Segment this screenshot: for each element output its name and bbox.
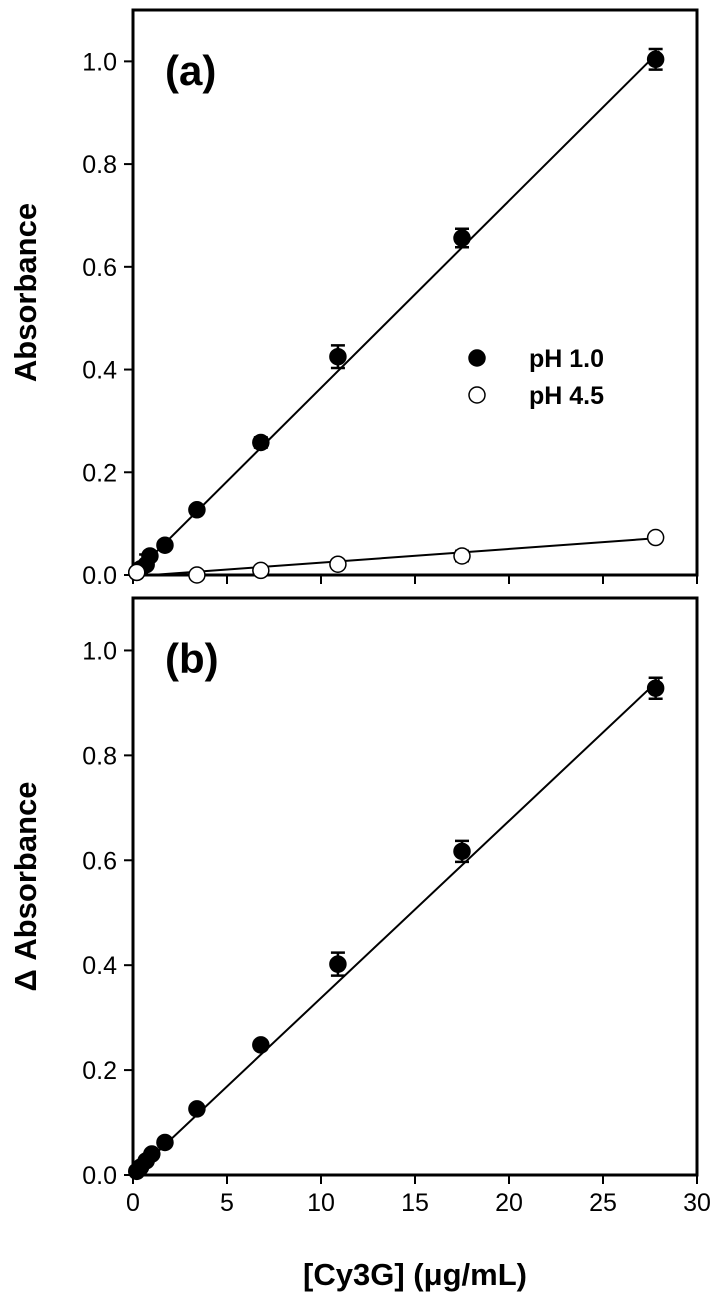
y-tick-label: 0.0	[82, 1162, 117, 1190]
marker	[453, 229, 471, 247]
marker	[141, 547, 159, 565]
marker	[128, 563, 146, 582]
marker	[453, 547, 471, 565]
y-tick-label: 0.4	[82, 952, 117, 980]
marker	[252, 1036, 270, 1054]
legend-marker	[468, 386, 486, 404]
marker	[329, 347, 347, 366]
marker	[188, 501, 206, 519]
marker	[646, 528, 665, 547]
plot-frame	[131, 596, 699, 1177]
marker	[143, 1145, 161, 1163]
x-tick-label: 20	[495, 1189, 523, 1217]
plot-frame	[131, 8, 699, 577]
marker	[453, 842, 471, 861]
marker	[252, 433, 270, 452]
y-tick-label: 0.6	[82, 847, 117, 875]
y-axis-label: Absorbance	[8, 203, 43, 382]
marker	[329, 955, 347, 973]
x-tick-label: 30	[683, 1189, 711, 1217]
y-tick-label: 0.8	[82, 742, 117, 770]
y-axis-label: Δ Absorbance	[8, 781, 43, 991]
marker	[252, 561, 270, 580]
panel-label: (a)	[165, 47, 216, 94]
x-tick-label: 0	[126, 1189, 140, 1217]
y-tick-label: 0.2	[82, 1057, 117, 1085]
marker	[646, 679, 665, 697]
legend-label: pH 1.0	[529, 345, 604, 373]
marker	[156, 1133, 174, 1152]
y-tick-label: 1.0	[82, 48, 117, 76]
legend-label: pH 4.5	[529, 382, 604, 410]
x-tick-label: 25	[589, 1189, 617, 1217]
x-tick-label: 15	[401, 1189, 429, 1217]
y-tick-label: 1.0	[82, 637, 117, 665]
marker	[188, 1100, 206, 1118]
fit-line	[133, 678, 661, 1175]
y-tick-label: 0.4	[82, 357, 117, 385]
x-tick-label: 5	[220, 1189, 234, 1217]
marker	[646, 50, 665, 69]
y-tick-label: 0.8	[82, 151, 117, 179]
marker	[329, 555, 347, 573]
panel-label: (b)	[165, 635, 219, 682]
fit-line	[133, 50, 661, 575]
y-tick-label: 0.2	[82, 459, 117, 487]
marker	[156, 536, 174, 554]
x-axis-label: [Cy3G] (μg/mL)	[303, 1257, 527, 1292]
fit-line	[151, 537, 660, 575]
legend-marker	[468, 349, 486, 367]
y-tick-label: 0.0	[82, 562, 117, 590]
y-tick-label: 0.6	[82, 254, 117, 282]
marker	[188, 566, 206, 584]
x-tick-label: 10	[307, 1189, 335, 1217]
